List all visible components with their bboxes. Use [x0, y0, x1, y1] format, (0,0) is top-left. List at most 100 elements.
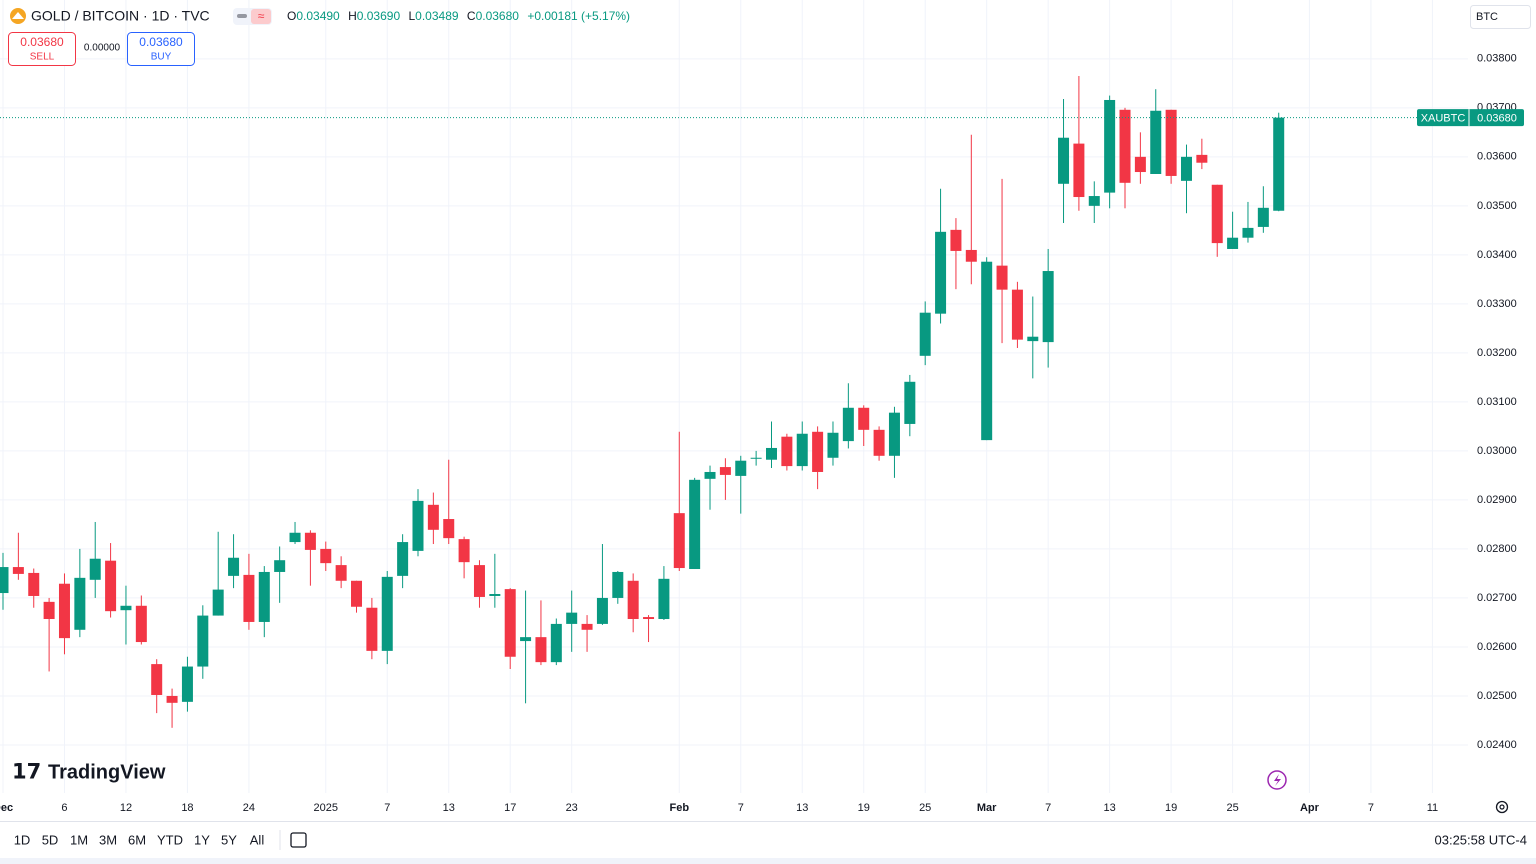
toggle-icon: [251, 9, 271, 24]
candle-body: [658, 578, 670, 620]
candle-body: [458, 539, 470, 563]
candle-body: [1211, 184, 1223, 244]
candle-body: [427, 504, 439, 530]
candle-body: [120, 605, 132, 611]
candle-body: [766, 447, 777, 460]
candle-body: [473, 565, 485, 597]
candle-body: [1011, 289, 1023, 340]
timeframe-button[interactable]: 5Y: [221, 832, 237, 847]
candle-body: [1058, 137, 1070, 184]
candle-body: [812, 431, 824, 472]
timeframe-button[interactable]: All: [250, 832, 265, 847]
candle-body: [351, 580, 363, 607]
candle-body: [827, 432, 839, 458]
timeframe-button[interactable]: 1D: [14, 832, 31, 847]
sell-label: SELL: [30, 52, 55, 63]
settings-icon-core: [1499, 804, 1505, 810]
candle-body: [228, 557, 240, 576]
candle-body: [858, 407, 870, 430]
grid: [0, 0, 1468, 793]
timeframe-button[interactable]: 3M: [99, 832, 117, 847]
sell-button[interactable]: [8, 32, 76, 66]
candle-body: [1180, 156, 1192, 181]
y-tick-label: 0.03200: [1477, 347, 1517, 359]
timeframe-button[interactable]: 6M: [128, 832, 146, 847]
calendar-icon[interactable]: [290, 832, 307, 848]
buy-button[interactable]: [127, 32, 195, 66]
candle-body: [381, 576, 393, 651]
candle-body: [1242, 227, 1254, 238]
sell-price: 0.03680: [20, 35, 64, 49]
spread: 0.00000: [84, 43, 121, 54]
buy-label: BUY: [151, 52, 172, 63]
candle-body: [796, 433, 808, 467]
candle-body: [581, 623, 593, 630]
candle-body: [212, 589, 224, 616]
timeframe-button[interactable]: 1Y: [194, 832, 210, 847]
candle-body: [1134, 156, 1146, 173]
timeframe-button[interactable]: 5D: [42, 832, 59, 847]
candle-body: [135, 605, 147, 643]
ohlc-value: 0.03690: [357, 9, 401, 23]
y-tick-label: 0.02900: [1477, 494, 1517, 506]
y-tick-label: 0.03400: [1477, 249, 1517, 261]
candle-body: [258, 571, 270, 622]
event-icon[interactable]: [1267, 770, 1287, 790]
candle-body: [28, 572, 40, 596]
logo: TradingView: [48, 761, 166, 783]
x-tick-label: 17: [504, 802, 516, 814]
candle-body: [443, 519, 455, 539]
candle-body: [74, 577, 86, 630]
candle-body: [366, 607, 378, 651]
candle-body: [1165, 109, 1177, 176]
candle-body: [1042, 271, 1054, 343]
x-tick-label: 11: [1427, 802, 1438, 814]
change: +0.00181 (+5.17%): [527, 9, 630, 23]
toggle-icon: [237, 14, 247, 18]
candle-body: [397, 542, 409, 576]
candle-body: [105, 560, 117, 612]
candle-body: [1257, 207, 1269, 227]
x-tick-label: 19: [1165, 802, 1177, 814]
x-tick-label: 23: [566, 802, 578, 814]
candle-body: [596, 597, 608, 624]
currency-box[interactable]: [1470, 5, 1531, 29]
event-glyph: [1274, 774, 1281, 786]
candle-body: [289, 532, 301, 543]
x-tick-label: 24: [243, 802, 255, 814]
timeframe-button[interactable]: YTD: [157, 832, 183, 847]
candle-body: [873, 429, 885, 456]
x-tick-label: 7: [738, 802, 744, 814]
candle-body: [43, 601, 55, 620]
price-tag: [1417, 109, 1524, 127]
y-tick-label: 0.02800: [1477, 543, 1517, 555]
candle-body: [58, 583, 70, 639]
ohlc-value: 0.03490: [296, 9, 340, 23]
x-tick-label: Apr: [1300, 802, 1320, 814]
plot: [0, 75, 1417, 728]
candle-body: [274, 560, 286, 572]
ohlc-value: 0.03489: [415, 9, 459, 23]
settings-icon[interactable]: [1495, 800, 1509, 814]
candle-body: [535, 637, 547, 663]
price-tag-price: 0.03680: [1477, 113, 1517, 125]
clock[interactable]: 03:25:58 UTC-4: [1435, 832, 1528, 847]
candle-body: [412, 500, 424, 551]
y-tick-label: 0.02400: [1477, 739, 1517, 751]
ohlc-value: 0.03680: [476, 9, 520, 23]
symbol-icon-glyph: [12, 12, 24, 19]
candle-body: [1104, 99, 1116, 193]
timeframe-button[interactable]: 1M: [70, 832, 88, 847]
x-tick-label: 18: [181, 802, 193, 814]
y-tick-label: 0.03100: [1477, 396, 1517, 408]
symbol-title[interactable]: GOLD / BITCOIN · 1D · TVC: [31, 8, 210, 24]
candle-body: [304, 532, 316, 550]
candle-body: [888, 412, 900, 456]
candle-body: [842, 407, 854, 442]
candle-body: [1088, 196, 1100, 206]
x-tick-label: 13: [443, 802, 455, 814]
candle-body: [919, 312, 931, 356]
x-tick-label: 7: [384, 802, 390, 814]
y-tick-label: 0.03000: [1477, 445, 1517, 457]
